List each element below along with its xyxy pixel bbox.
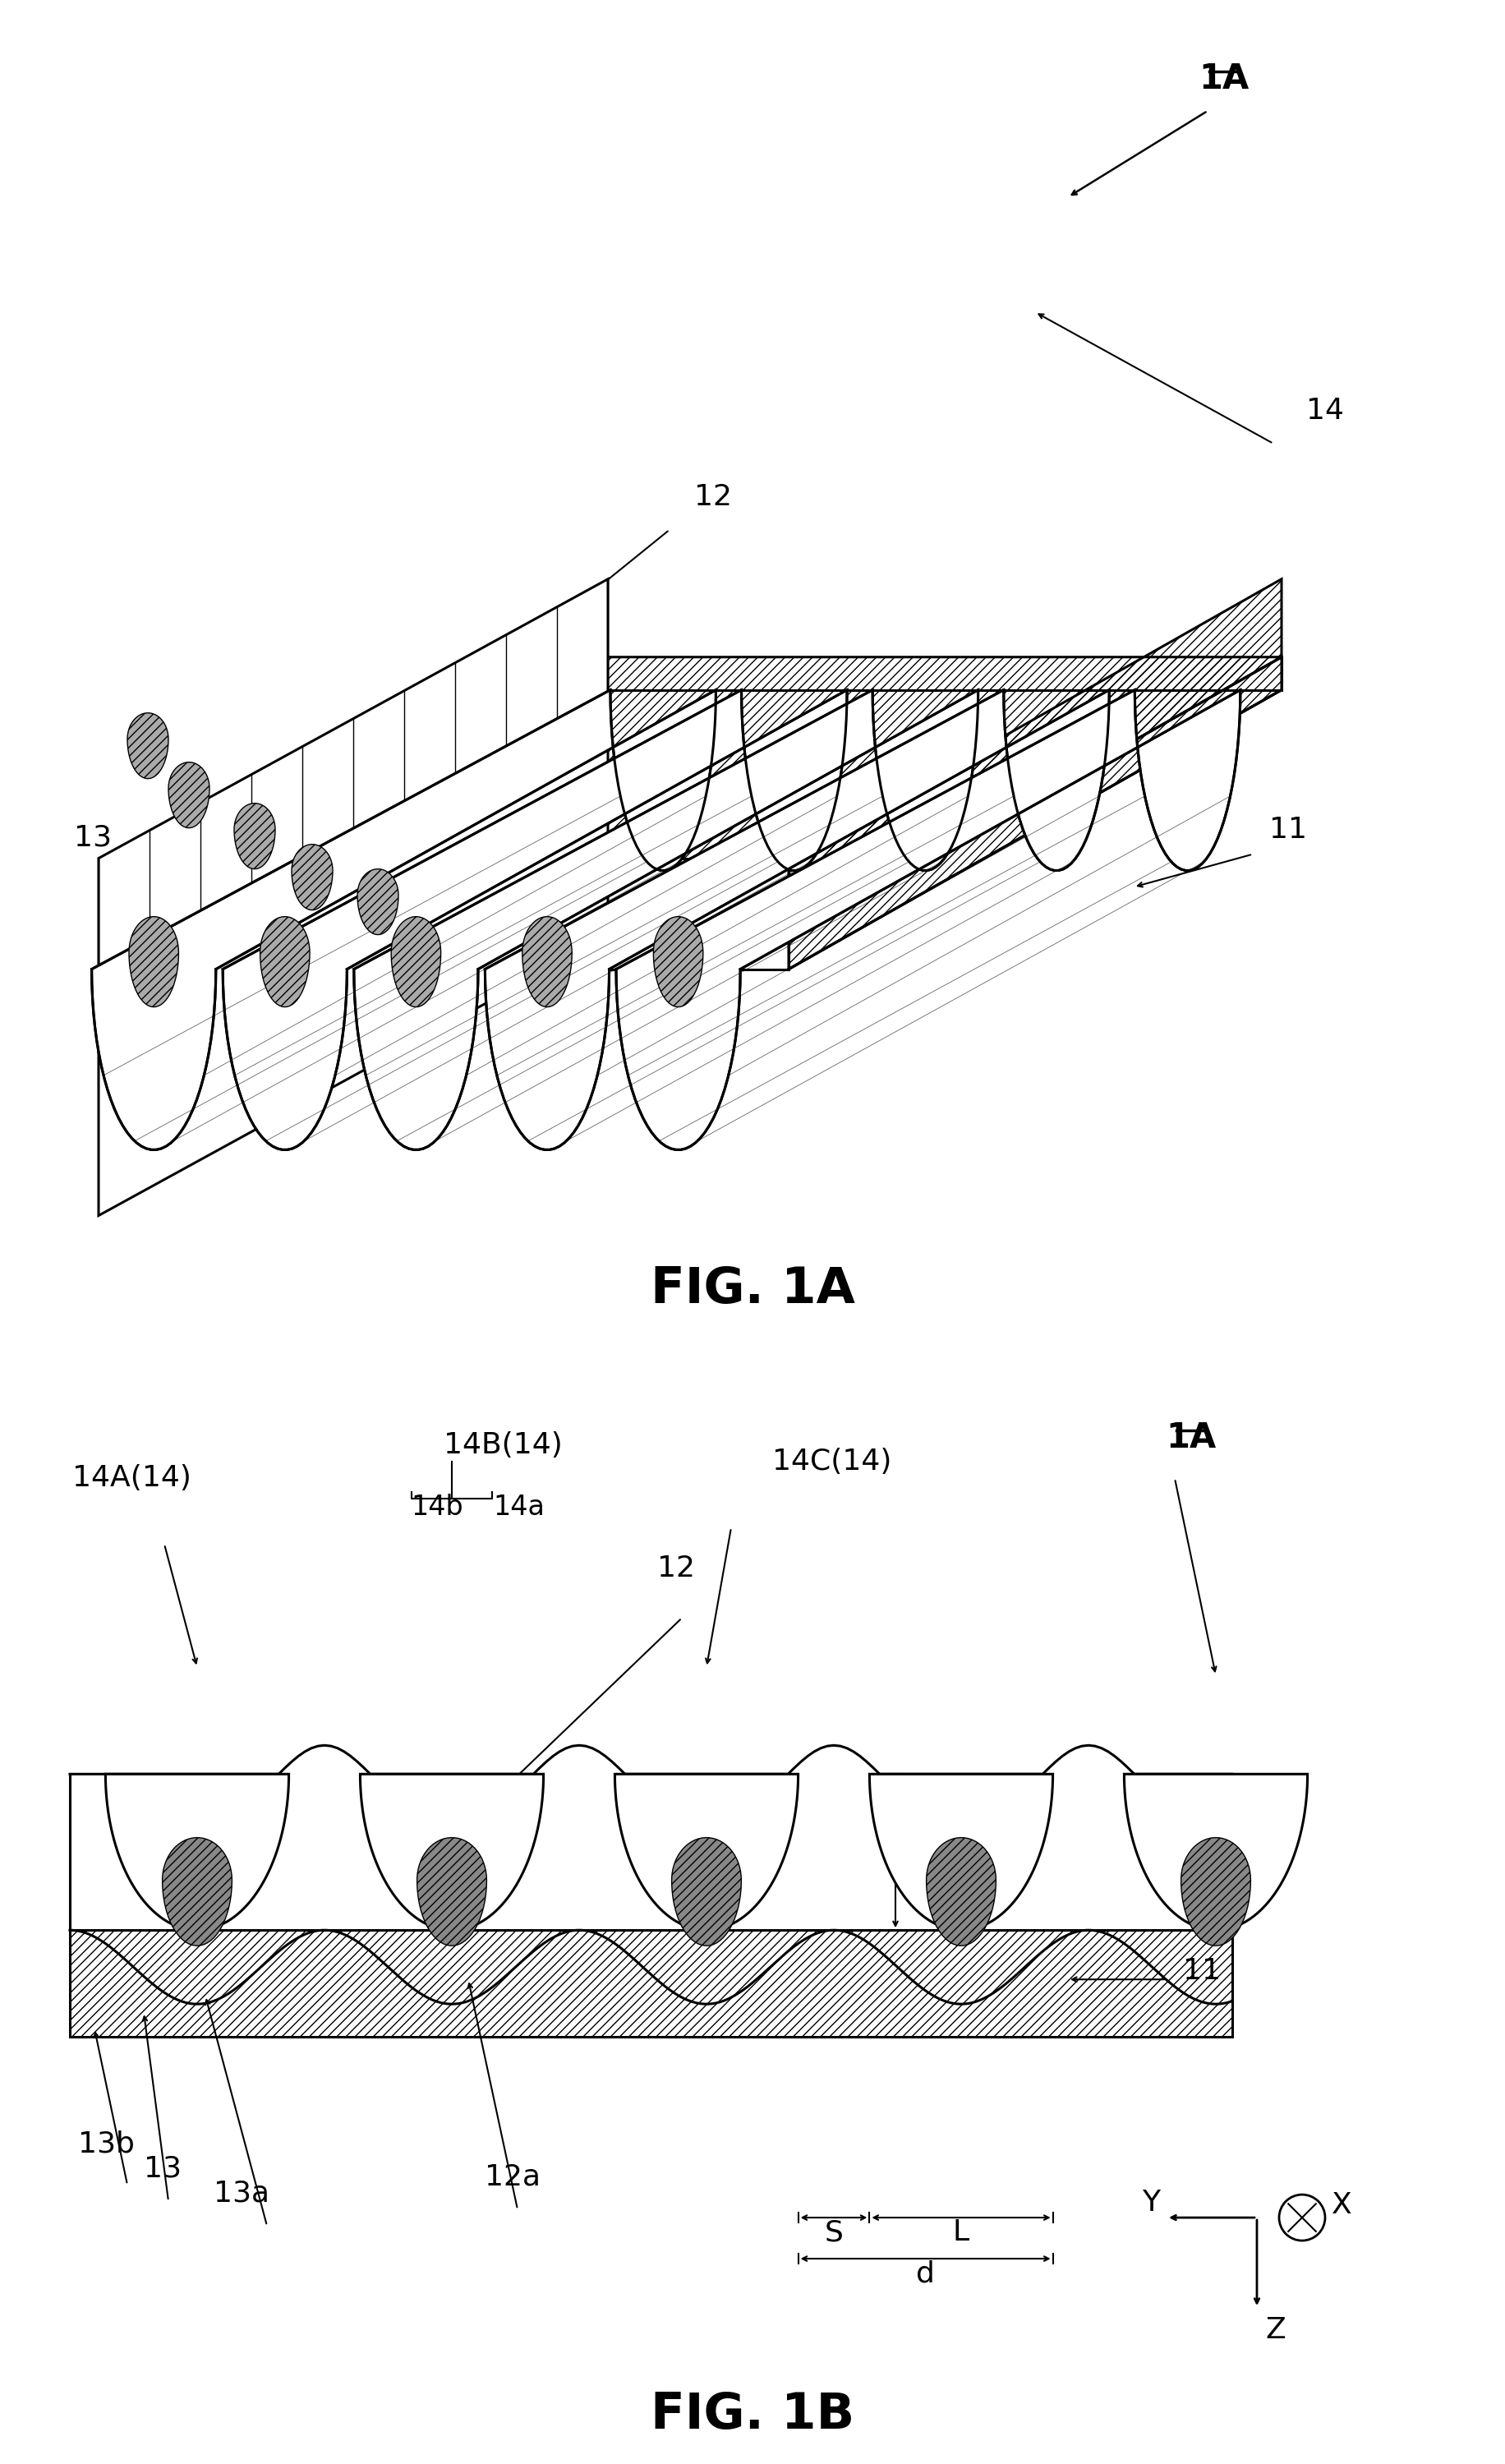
Polygon shape [235,803,275,870]
Polygon shape [360,1774,543,1929]
Polygon shape [357,870,399,934]
Text: X: X [1330,2190,1351,2220]
Text: 12: 12 [694,483,731,510]
Polygon shape [92,690,715,1151]
Polygon shape [223,690,846,1151]
Polygon shape [354,690,978,1151]
Text: 13b: 13b [78,2129,134,2158]
Text: 14a: 14a [492,1493,545,1520]
Text: FIG. 1B: FIG. 1B [650,2390,853,2439]
Polygon shape [1124,1774,1306,1929]
Text: L: L [953,2218,969,2247]
Polygon shape [292,845,333,909]
Polygon shape [129,917,179,1008]
Polygon shape [260,917,310,1008]
Text: 14B(14): 14B(14) [444,1432,563,1459]
Text: 14A(14): 14A(14) [72,1464,191,1493]
Polygon shape [1180,1838,1251,1947]
Text: 12: 12 [656,1555,695,1582]
Text: d: d [915,2259,935,2287]
Text: S: S [823,2218,843,2247]
Text: 1A: 1A [1165,1422,1216,1456]
Polygon shape [417,1838,486,1947]
Polygon shape [391,917,441,1008]
Text: 11: 11 [1269,816,1306,843]
Polygon shape [485,690,1109,1151]
Text: 11: 11 [1183,1956,1221,1986]
Polygon shape [98,579,608,1215]
Polygon shape [614,1774,798,1929]
Polygon shape [163,1838,232,1947]
Text: Y: Y [1141,2188,1159,2218]
Polygon shape [653,917,703,1008]
Text: 12a: 12a [485,2163,540,2190]
Polygon shape [169,761,209,828]
Text: 13: 13 [74,823,111,853]
Polygon shape [926,1838,995,1947]
Text: 14: 14 [1305,397,1344,424]
Text: 13a: 13a [214,2178,269,2208]
Text: FIG. 1A: FIG. 1A [650,1264,855,1313]
Text: 1A: 1A [1198,62,1249,96]
Text: 14C(14): 14C(14) [772,1449,891,1476]
Text: Z: Z [1264,2316,1285,2343]
Circle shape [1278,2195,1324,2240]
Polygon shape [616,690,1240,1151]
Polygon shape [522,917,572,1008]
Text: h: h [909,1831,929,1858]
Text: 13: 13 [143,2154,182,2183]
Polygon shape [671,1838,740,1947]
Polygon shape [128,712,169,779]
Text: 13a: 13a [181,877,236,904]
Polygon shape [98,857,789,936]
Text: 14b: 14b [411,1493,464,1520]
Polygon shape [868,1774,1052,1929]
Polygon shape [105,1774,289,1929]
